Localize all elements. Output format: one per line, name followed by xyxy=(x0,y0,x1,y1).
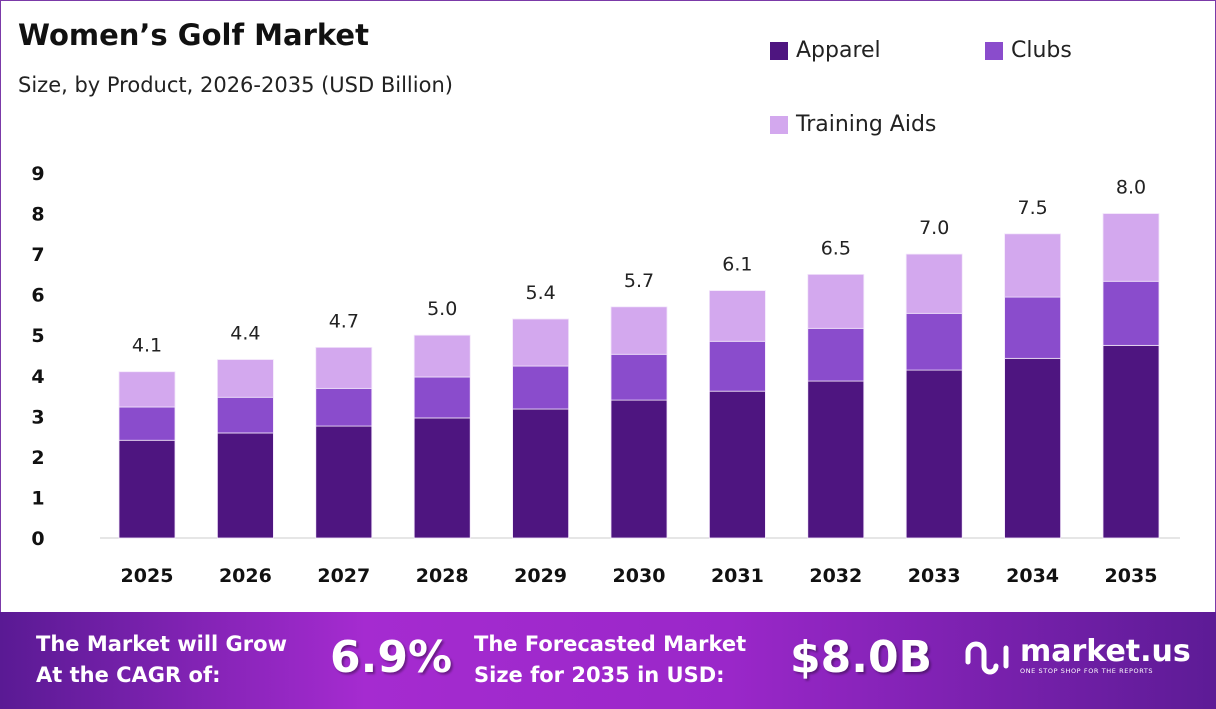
x-tick-label: 2032 xyxy=(809,565,862,587)
bar-segment-clubs xyxy=(216,396,274,434)
legend-swatch-training-aids xyxy=(770,115,788,134)
legend-label: Apparel xyxy=(796,38,881,63)
bar-segment-apparel xyxy=(1102,344,1160,539)
bar-segment-training-aids xyxy=(1004,233,1061,298)
chart-title: Women’s Golf Market xyxy=(18,18,369,52)
total-data-label: 6.5 xyxy=(821,237,851,259)
forecast-label: The Forecasted Market Size for 2035 in U… xyxy=(474,629,746,691)
bar-segment-training-aids xyxy=(512,318,569,367)
total-data-label: 4.4 xyxy=(230,323,260,345)
total-data-label: 5.7 xyxy=(624,270,654,292)
y-tick-label: 4 xyxy=(31,366,44,388)
legend-swatch-apparel xyxy=(770,41,788,60)
cagr-label: The Market will Grow At the CAGR of: xyxy=(36,629,287,691)
bar-segment-apparel xyxy=(216,432,274,539)
bar-segment-training-aids xyxy=(1102,213,1160,282)
bar-segment-apparel xyxy=(709,390,766,539)
y-tick-label: 1 xyxy=(31,487,44,509)
total-data-label: 7.0 xyxy=(919,217,949,239)
bar-segment-apparel xyxy=(413,417,471,539)
bar-segment-training-aids xyxy=(118,371,176,408)
bar-segment-clubs xyxy=(512,365,569,410)
total-data-label: 4.1 xyxy=(132,335,162,357)
bar-segment-apparel xyxy=(610,399,668,539)
y-tick-label: 9 xyxy=(31,163,44,185)
bar-segment-training-aids xyxy=(807,273,865,329)
x-tick-label: 2025 xyxy=(121,565,174,587)
bar-segment-apparel xyxy=(807,380,865,539)
bar-segment-clubs xyxy=(610,353,668,401)
y-tick-label: 6 xyxy=(31,285,44,307)
bar-segment-clubs xyxy=(709,340,766,392)
bar-segment-apparel xyxy=(512,408,569,539)
logo-tagline: ONE STOP SHOP FOR THE REPORTS xyxy=(1020,667,1154,675)
bar-segment-apparel xyxy=(905,369,963,539)
x-tick-label: 2035 xyxy=(1105,565,1158,587)
legend-item-clubs: Clubs xyxy=(985,38,1072,63)
y-tick-label: 5 xyxy=(31,325,44,347)
legend-item-apparel: Apparel xyxy=(770,38,881,63)
bar-segment-clubs xyxy=(315,387,373,427)
legend-label: Training Aids xyxy=(796,112,937,137)
x-tick-label: 2027 xyxy=(317,565,370,587)
bar-segment-training-aids xyxy=(413,334,471,378)
x-tick-label: 2033 xyxy=(908,565,961,587)
y-tick-label: 2 xyxy=(31,447,44,469)
legend-item-training-aids: Training Aids xyxy=(770,112,936,137)
bar-segment-clubs xyxy=(1102,280,1160,346)
total-data-label: 4.7 xyxy=(329,310,359,332)
bar-segment-apparel xyxy=(315,425,373,539)
y-tick-label: 3 xyxy=(31,406,44,428)
bar-segment-training-aids xyxy=(905,253,963,314)
bar-segment-clubs xyxy=(413,376,471,419)
total-data-label: 8.0 xyxy=(1116,177,1146,199)
x-tick-label: 2030 xyxy=(613,565,666,587)
bar-segment-clubs xyxy=(118,406,176,441)
bar-segment-clubs xyxy=(905,312,963,371)
cagr-label-line1: The Market will Grow xyxy=(36,632,287,656)
forecast-label-line1: The Forecasted Market xyxy=(474,632,747,656)
bar-segment-training-aids xyxy=(610,306,668,355)
x-tick-label: 2031 xyxy=(711,565,764,587)
logo-name: market.us xyxy=(1020,634,1191,669)
cagr-value: 6.9% xyxy=(330,632,453,683)
forecast-value: $8.0B xyxy=(790,632,933,683)
total-data-label: 5.4 xyxy=(525,282,555,304)
total-data-label: 6.1 xyxy=(722,254,752,276)
bar-segment-training-aids xyxy=(216,359,274,398)
x-tick-label: 2028 xyxy=(416,565,469,587)
legend-swatch-clubs xyxy=(985,41,1003,60)
bar-segment-clubs xyxy=(1004,296,1061,359)
chart-subtitle: Size, by Product, 2026-2035 (USD Billion… xyxy=(18,73,453,97)
y-tick-label: 7 xyxy=(31,244,44,266)
x-tick-label: 2026 xyxy=(219,565,272,587)
forecast-label-line2: Size for 2035 in USD: xyxy=(474,663,725,687)
total-data-label: 5.0 xyxy=(427,298,457,320)
market-us-logo: market.us ONE STOP SHOP FOR THE REPORTS xyxy=(962,636,1191,676)
total-data-label: 7.5 xyxy=(1017,197,1047,219)
bar-segment-training-aids xyxy=(709,290,766,342)
bar-segment-clubs xyxy=(807,327,865,382)
y-tick-label: 0 xyxy=(31,528,44,550)
cagr-label-line2: At the CAGR of: xyxy=(36,663,221,687)
bar-segment-apparel xyxy=(118,439,176,539)
y-tick-label: 8 xyxy=(31,204,44,226)
logo-icon xyxy=(965,641,1009,675)
stacked-bar-chart: 0 1 2 3 4 5 6 7 8 9 4.1 2025 4.4 2026 4.7 2027 5.0 2028 5.… xyxy=(31,163,1180,587)
legend-label: Clubs xyxy=(1011,38,1072,63)
footer-banner: The Market will Grow At the CAGR of: 6.9… xyxy=(0,612,1216,709)
x-tick-label: 2034 xyxy=(1006,565,1059,587)
x-tick-label: 2029 xyxy=(514,565,567,587)
bar-segment-training-aids xyxy=(315,346,373,389)
bar-segment-apparel xyxy=(1004,357,1061,539)
